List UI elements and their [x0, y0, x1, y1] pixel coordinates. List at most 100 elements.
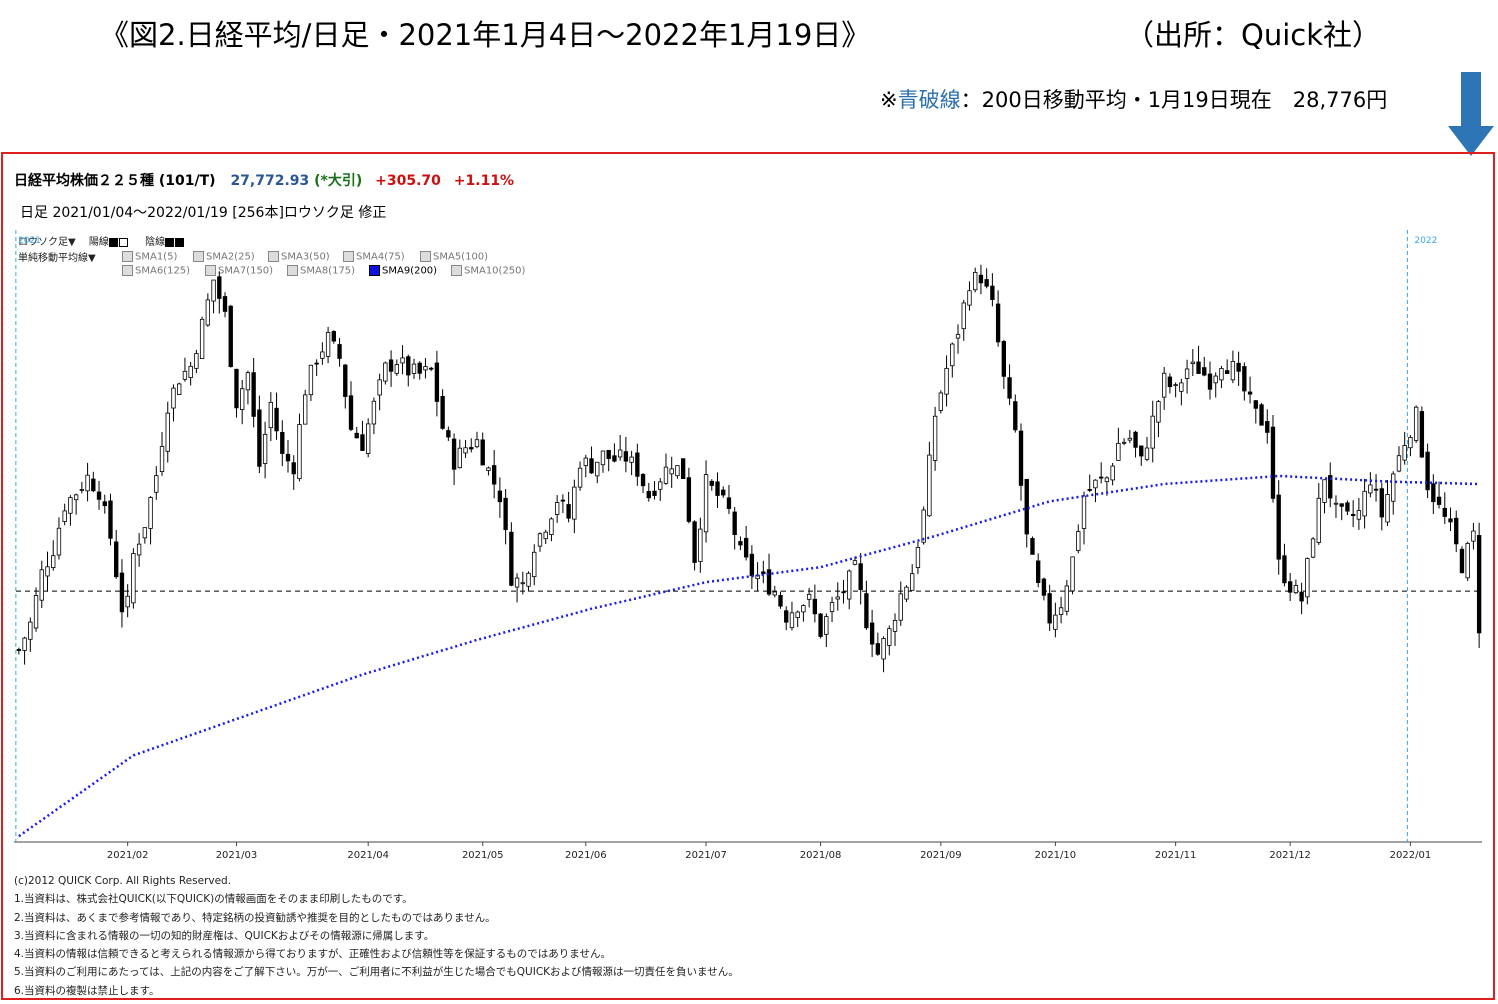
candle-body: [136, 543, 142, 556]
candle-body: [1001, 341, 1007, 377]
sma-menu[interactable]: 単純移動平均線▼: [18, 253, 96, 264]
down-arrow-icon: [1448, 72, 1494, 156]
yin-swatch[interactable]: [165, 237, 175, 247]
disclaimer-line: 3.当資料に含まれる情報の一切の知的財産権は、QUICKおよびその情報源に帰属し…: [14, 929, 435, 942]
candle-body: [280, 431, 285, 454]
note-rest: ：200日移動平均・1月19日現在 28,776円: [960, 88, 1388, 112]
candle-body: [726, 497, 732, 509]
candle-body: [497, 490, 503, 503]
candle-body: [1265, 421, 1270, 433]
candle-body: [1184, 368, 1190, 379]
sma-checkbox[interactable]: [420, 251, 431, 262]
candle-body: [818, 613, 823, 637]
candle-body: [904, 586, 909, 600]
candle-body: [915, 546, 921, 568]
candle-body: [549, 518, 554, 535]
sma-toggle-8[interactable]: SMA8(175): [287, 265, 355, 277]
candle-body: [1293, 584, 1299, 594]
sma-toggle-1[interactable]: SMA1(5): [122, 251, 177, 263]
x-tick-label: 2021/12: [1269, 850, 1311, 861]
sma-checkbox[interactable]: [287, 265, 298, 276]
sma-toggle-9[interactable]: SMA9(200): [369, 265, 437, 277]
sma-checkbox[interactable]: [205, 265, 216, 276]
candle-body: [257, 409, 262, 467]
yin-swatch-2[interactable]: [175, 237, 185, 247]
candle-body: [869, 622, 875, 645]
sma-checkbox[interactable]: [369, 265, 380, 276]
candle-body: [1064, 585, 1069, 612]
candle-body: [383, 362, 388, 382]
sma-checkbox[interactable]: [343, 251, 354, 262]
yang-label: 陽線: [88, 237, 109, 248]
candle-body: [434, 362, 440, 402]
candle-body: [795, 611, 800, 618]
sma-checkbox[interactable]: [193, 251, 204, 262]
candle-body: [1459, 548, 1465, 574]
candle-body: [79, 489, 85, 491]
candle-body: [1156, 401, 1161, 423]
candle-body: [1058, 607, 1064, 615]
candle-body: [1150, 415, 1155, 449]
candle-body: [1368, 484, 1373, 494]
candle-body: [772, 591, 777, 596]
sma-label: SMA1(5): [135, 251, 178, 263]
yin-label: 陰線: [145, 237, 166, 248]
sma-toggle-5[interactable]: SMA5(100): [420, 251, 488, 263]
candle-body: [188, 365, 193, 378]
note-blue-dashed-label: 青破線: [897, 88, 961, 112]
candle-body: [1076, 531, 1081, 551]
close-tag: (*大引): [314, 173, 363, 189]
candle-body: [824, 616, 829, 635]
sma-note: ※青破線：200日移動平均・1月19日現在 28,776円: [880, 84, 1387, 114]
sma-toggle-4[interactable]: SMA4(75): [343, 251, 405, 263]
sma-checkbox[interactable]: [122, 265, 133, 276]
candle-body: [698, 528, 703, 563]
candle-body: [366, 423, 371, 454]
candle-body: [847, 570, 852, 600]
candle-body: [268, 401, 274, 429]
candle-body: [1087, 488, 1092, 491]
yang-swatch-hollow[interactable]: [118, 237, 128, 247]
candle-body: [411, 363, 417, 374]
instrument-name: 日経平均株価２２５種 (101/T): [14, 173, 216, 189]
candle-body: [990, 285, 995, 301]
sma-checkbox[interactable]: [122, 251, 133, 262]
candle-body: [228, 305, 233, 367]
disclaimer-line: 5.当資料のご利用にあたっては、上記の内容をご了解下さい。万が一、ご利用者に不利…: [14, 966, 739, 979]
candle-body: [680, 458, 686, 479]
sma-toggle-2[interactable]: SMA2(25): [193, 251, 255, 263]
sma-toggle-10[interactable]: SMA10(250): [451, 265, 525, 277]
candle-body: [354, 432, 359, 439]
year-marker-label: 2021: [18, 236, 41, 246]
candle-body: [1202, 367, 1207, 376]
candle-body: [537, 533, 543, 547]
sma-label: SMA5(100): [433, 251, 489, 263]
yang-swatch[interactable]: [108, 237, 118, 247]
sma-toggle-3[interactable]: SMA3(50): [268, 251, 330, 263]
candle-body: [1013, 401, 1018, 431]
note-prefix: ※: [880, 88, 898, 112]
candle-body: [617, 449, 623, 458]
sma-toggle-6[interactable]: SMA6(125): [122, 265, 190, 277]
candle-body: [612, 455, 617, 462]
sma-checkbox[interactable]: [451, 265, 462, 276]
candle-body: [119, 572, 125, 613]
candle-body: [1173, 384, 1178, 387]
candle-body: [325, 332, 331, 357]
candle-body: [749, 553, 755, 577]
candle-body: [446, 430, 451, 438]
candle-body: [337, 344, 342, 359]
sma-toggle-7[interactable]: SMA7(150): [205, 265, 273, 277]
candle-body: [211, 279, 216, 302]
source-label: （出所：Quick社）: [1125, 18, 1382, 52]
sma-checkbox[interactable]: [268, 251, 279, 262]
disclaimer-line: 2.当資料は、あくまで参考情報であり、特定銘柄の投資勧誘や推奨を目的としたもので…: [14, 911, 496, 924]
candle-body: [314, 362, 319, 365]
candle-body: [1287, 581, 1293, 593]
candle-type-menu[interactable]: ロウソク足▼: [18, 237, 76, 248]
candle-body: [658, 481, 663, 490]
candle-body: [1190, 361, 1195, 364]
candle-body: [62, 510, 67, 522]
candle-body: [73, 494, 79, 501]
candle-body: [967, 290, 972, 306]
